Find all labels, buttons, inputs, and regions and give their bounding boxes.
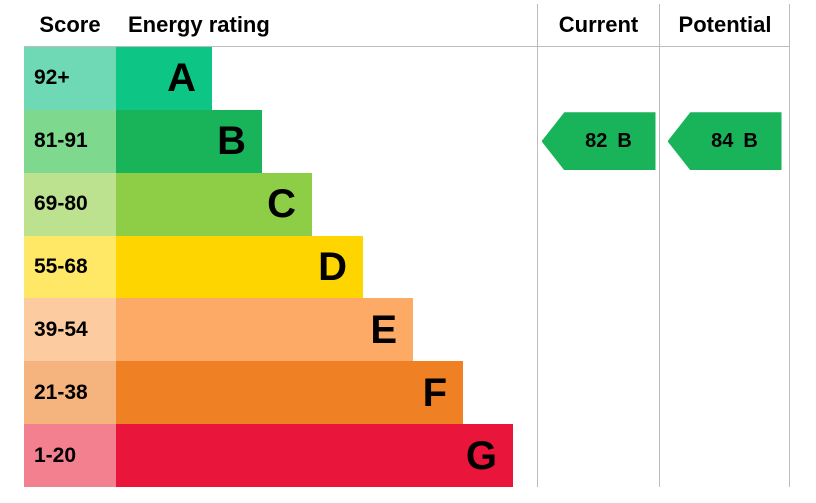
current-column-header: Current [558,12,639,37]
potential-rating-arrow: 84 B [667,112,782,171]
band-bar-g: G [116,424,513,488]
band-row-c: 69-80 C [24,172,537,236]
potential-rating-letter: B [743,129,758,152]
band-letter-c: C [267,182,296,227]
chart-header-row: Score Energy rating Current Potential [24,4,790,47]
score-range-a: 92+ [24,47,116,110]
band-bar-a: A [116,47,212,110]
band-bar-d: D [116,235,363,299]
band-row-f: 21-38 F [24,361,537,425]
score-range-d: 55-68 [24,235,116,299]
current-rating-arrow: 82 B [541,112,656,171]
potential-column-header: Potential [678,12,772,37]
band-letter-e: E [370,307,397,352]
band-bar-b: B [116,109,262,173]
band-bar-f: F [116,361,463,425]
band-bar-c: C [116,172,312,236]
band-row-a: 92+ A [24,47,537,110]
band-letter-g: G [465,433,497,478]
score-range-c: 69-80 [24,172,116,236]
band-letter-d: D [318,245,347,289]
energy-rating-column-header: Energy rating [128,12,270,37]
band-bar-e: E [116,298,413,362]
score-range-e: 39-54 [24,298,116,362]
chart-area: Score Energy rating Current Potential 92… [24,4,790,488]
band-letter-b: B [217,119,246,164]
band-row-d: 55-68 D [24,235,537,299]
potential-column: 84 B [660,4,790,487]
rating-bands: 92+ A 81-91 B 69-80 C 55-68 D 39-54 E 21-38 F 1-20 G [24,47,537,488]
current-column: 82 B [537,4,660,487]
band-row-b: 81-91 B [24,109,537,173]
band-row-g: 1-20 G [24,424,537,488]
current-rating-letter: B [617,129,632,152]
band-letter-a: A [167,56,196,101]
potential-rating-value: 84 [711,129,734,152]
current-rating-value: 82 [585,129,608,152]
score-range-f: 21-38 [24,361,116,425]
band-row-e: 39-54 E [24,298,537,362]
score-range-g: 1-20 [24,424,116,488]
score-column-header: Score [39,12,101,37]
score-range-b: 81-91 [24,109,116,173]
band-letter-f: F [422,370,447,415]
